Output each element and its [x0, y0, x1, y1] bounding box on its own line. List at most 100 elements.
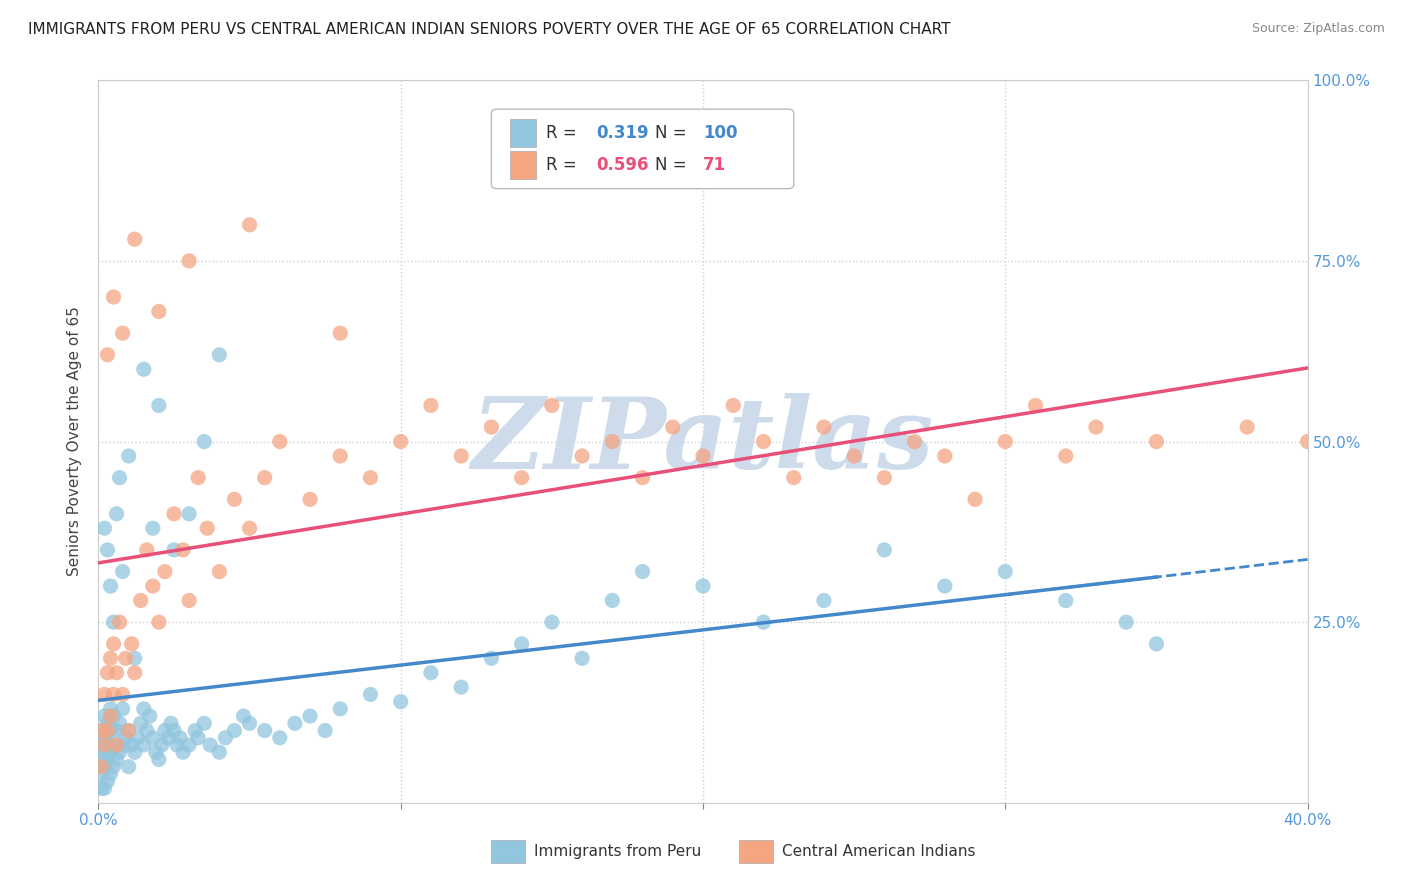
- Point: [132, 738, 155, 752]
- Point: [108, 745, 131, 759]
- Point: [299, 492, 322, 507]
- Point: [692, 449, 714, 463]
- Point: [90, 781, 112, 796]
- Point: [329, 449, 352, 463]
- Point: [904, 434, 927, 449]
- Point: [269, 434, 291, 449]
- Point: [193, 434, 215, 449]
- Point: [103, 760, 125, 774]
- FancyBboxPatch shape: [509, 120, 536, 147]
- Point: [139, 709, 162, 723]
- Point: [1085, 420, 1108, 434]
- Point: [1144, 434, 1167, 449]
- Point: [100, 579, 122, 593]
- Point: [111, 565, 134, 579]
- Point: [153, 565, 176, 579]
- Point: [783, 470, 806, 484]
- Text: R =: R =: [546, 156, 582, 174]
- FancyBboxPatch shape: [492, 109, 793, 189]
- Point: [994, 565, 1017, 579]
- Text: Immigrants from Peru: Immigrants from Peru: [534, 844, 702, 859]
- Point: [118, 760, 141, 774]
- Point: [142, 731, 165, 745]
- Point: [93, 687, 115, 701]
- Point: [96, 752, 118, 766]
- Point: [389, 434, 412, 449]
- Point: [571, 651, 593, 665]
- Point: [129, 716, 152, 731]
- Point: [103, 290, 125, 304]
- Point: [540, 398, 562, 412]
- Point: [253, 470, 276, 484]
- Point: [224, 723, 246, 738]
- Point: [510, 470, 533, 484]
- Point: [163, 723, 186, 738]
- Point: [179, 507, 201, 521]
- Point: [813, 593, 835, 607]
- Point: [420, 665, 443, 680]
- Point: [93, 521, 115, 535]
- Text: 0.319: 0.319: [596, 124, 650, 142]
- Point: [1024, 398, 1046, 412]
- Point: [105, 752, 128, 766]
- Point: [1296, 434, 1319, 449]
- Point: [90, 752, 112, 766]
- Point: [132, 362, 155, 376]
- Point: [239, 716, 262, 731]
- Point: [93, 760, 115, 774]
- Text: N =: N =: [655, 156, 692, 174]
- Point: [179, 253, 201, 268]
- Point: [208, 348, 231, 362]
- Point: [100, 709, 122, 723]
- Point: [129, 593, 152, 607]
- Point: [90, 738, 112, 752]
- Point: [195, 521, 218, 535]
- Point: [96, 665, 118, 680]
- Point: [571, 449, 593, 463]
- Point: [96, 738, 118, 752]
- Point: [148, 752, 170, 766]
- Point: [232, 709, 254, 723]
- Point: [90, 723, 112, 738]
- Point: [111, 687, 134, 701]
- Point: [93, 745, 115, 759]
- Point: [108, 470, 131, 484]
- Point: [96, 774, 118, 789]
- Point: [169, 731, 191, 745]
- Point: [148, 398, 170, 412]
- Point: [148, 615, 170, 630]
- Point: [90, 760, 112, 774]
- Point: [124, 232, 146, 246]
- Point: [172, 542, 194, 557]
- Point: [96, 723, 118, 738]
- Point: [481, 651, 503, 665]
- Point: [100, 745, 122, 759]
- Point: [187, 731, 209, 745]
- Text: 100: 100: [703, 124, 738, 142]
- Point: [163, 507, 186, 521]
- Point: [132, 702, 155, 716]
- Point: [172, 745, 194, 759]
- Point: [934, 449, 956, 463]
- Point: [269, 731, 291, 745]
- Text: 0.596: 0.596: [596, 156, 650, 174]
- Point: [105, 738, 128, 752]
- Point: [813, 420, 835, 434]
- Point: [187, 470, 209, 484]
- Point: [214, 731, 236, 745]
- Text: 71: 71: [703, 156, 725, 174]
- Point: [105, 507, 128, 521]
- Point: [103, 687, 125, 701]
- Point: [179, 738, 201, 752]
- Point: [224, 492, 246, 507]
- Point: [200, 738, 222, 752]
- Point: [114, 731, 136, 745]
- Point: [100, 767, 122, 781]
- Point: [723, 398, 745, 412]
- Point: [239, 521, 262, 535]
- Point: [253, 723, 276, 738]
- Point: [1054, 593, 1077, 607]
- Point: [96, 716, 118, 731]
- Y-axis label: Seniors Poverty Over the Age of 65: Seniors Poverty Over the Age of 65: [67, 307, 83, 576]
- Text: ZIPatlas: ZIPatlas: [472, 393, 934, 490]
